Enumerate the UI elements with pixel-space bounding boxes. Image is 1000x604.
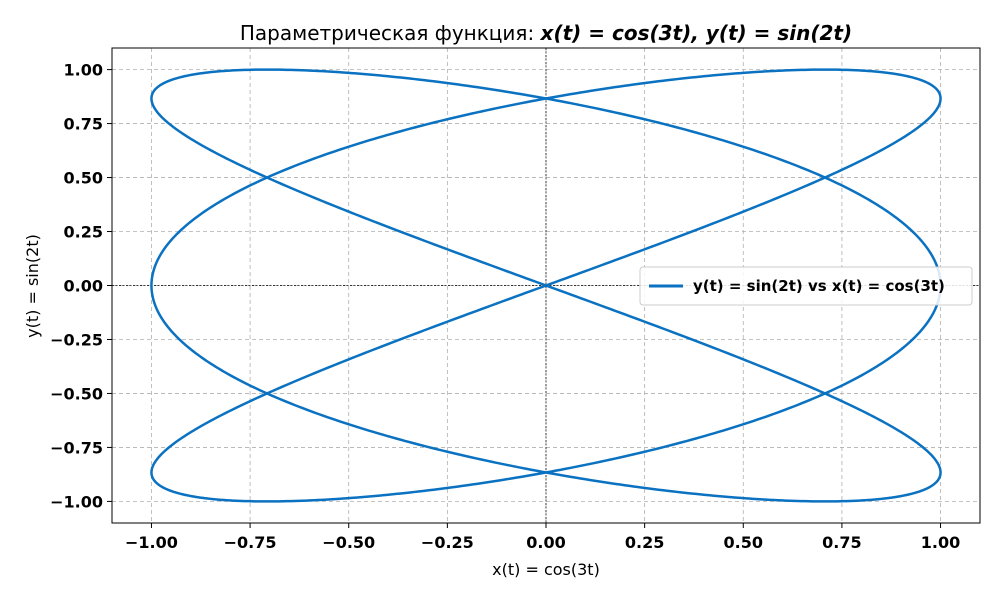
y-tick-label: 0.50	[64, 169, 103, 188]
legend-box	[639, 266, 973, 306]
x-tick-label: −1.00	[125, 533, 178, 552]
y-tick-label: 0.75	[64, 115, 103, 134]
x-tick-label: 1.00	[921, 533, 960, 552]
y-tick-label: −0.25	[50, 330, 103, 349]
x-tick-label: 0.00	[526, 533, 565, 552]
y-tick-label: −1.00	[50, 492, 103, 511]
legend-label: y(t) = sin(2t) vs x(t) = cos(3t)	[693, 277, 945, 295]
x-tick-label: −0.50	[322, 533, 375, 552]
y-tick-label: 0.00	[64, 277, 103, 296]
legend: y(t) = sin(2t) vs x(t) = cos(3t)	[639, 266, 973, 306]
x-tick-label: 0.25	[625, 533, 664, 552]
series-group	[150, 68, 942, 503]
y-tick-label: −0.75	[50, 438, 103, 457]
chart-title-math: x(t) = cos(3t), y(t) = sin(2t)	[540, 21, 853, 45]
y-axis-label: y(t) = sin(2t)	[23, 234, 42, 338]
x-tick-label: 0.50	[724, 533, 763, 552]
chart-title: Параметрическая функция: x(t) = cos(3t),…	[240, 21, 852, 45]
y-axis-ticks: −1.00 −0.75 −0.50 −0.25 0.00 0.25 0.50 0.75 1.00	[50, 61, 112, 511]
x-tick-label: 0.75	[822, 533, 861, 552]
chart-title-prefix: Параметрическая функция:	[240, 21, 541, 45]
x-tick-label: −0.25	[421, 533, 474, 552]
y-tick-label: 0.25	[64, 223, 103, 242]
x-axis-ticks: −1.00 −0.75 −0.50 −0.25 0.00 0.25 0.50 0.75 1.00	[125, 523, 960, 552]
y-tick-label: 1.00	[64, 61, 103, 80]
series-line	[150, 68, 942, 503]
x-tick-label: −0.75	[224, 533, 277, 552]
x-axis-label: x(t) = cos(3t)	[492, 560, 600, 579]
y-tick-label: −0.50	[50, 384, 103, 403]
plot-area	[111, 47, 981, 524]
